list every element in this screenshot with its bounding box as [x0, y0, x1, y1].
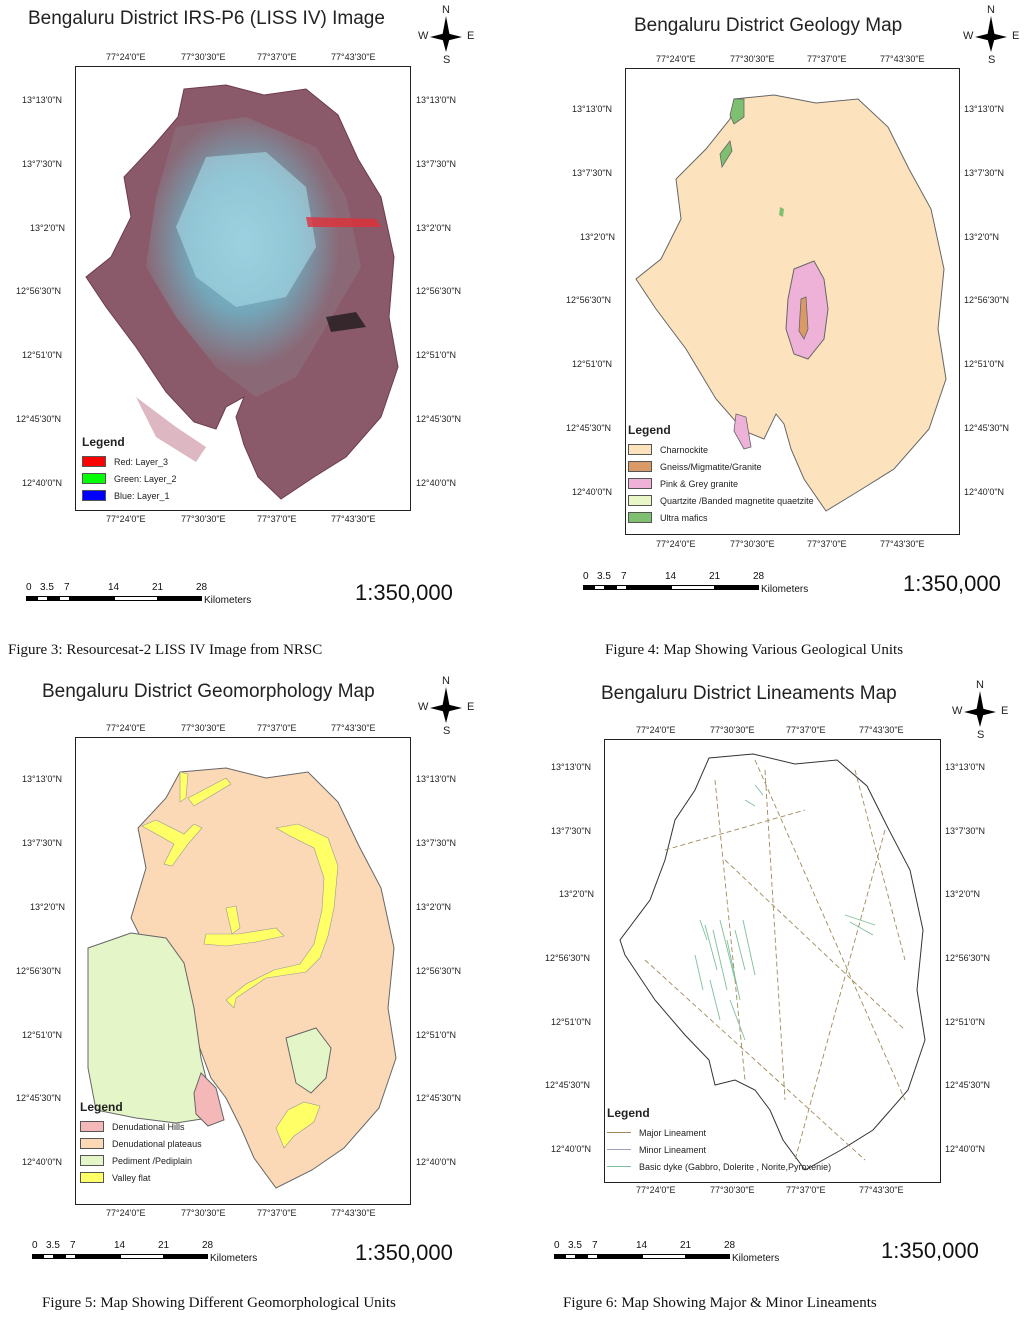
scale-ratio: 1:350,000 — [881, 1238, 979, 1263]
legend-item: Gneiss/Migmatite/Granite — [628, 458, 814, 475]
scale-ratio: 1:350,000 — [903, 571, 1001, 596]
legend-item: Basic dyke (Gabbro, Dolerite , Norite,Py… — [607, 1158, 831, 1175]
map-frame: Legend Red: Layer_3 Green: Layer_2 Blue:… — [75, 66, 411, 511]
legend-item: Pediment /Pediplain — [80, 1152, 202, 1169]
legend-item: Denudational Hills — [80, 1118, 202, 1135]
scale-bar: 0 3.5 7 14 21 28 Kilometers — [32, 1240, 258, 1264]
north-arrow-icon: N W E S — [963, 4, 1020, 66]
scale-bar: 0 3.5 7 14 21 28 Kilometers — [583, 571, 809, 595]
legend-item: Blue: Layer_1 — [82, 487, 177, 504]
scale-bar: 0 3.5 7 14 21 28 Kilometers — [554, 1240, 780, 1264]
lineaments-map — [619, 753, 926, 1171]
legend-item: Green: Layer_2 — [82, 470, 177, 487]
geology-map — [635, 94, 947, 512]
figure-caption: Figure 6: Map Showing Major & Minor Line… — [563, 1295, 877, 1311]
north-arrow-icon: N W E S — [418, 4, 475, 66]
legend-item: Pink & Grey granite — [628, 475, 814, 492]
scale-bar: 0 3.5 7 14 21 28 Kilometers — [26, 582, 252, 606]
legend-item: Valley flat — [80, 1169, 202, 1186]
legend-item: Minor Lineament — [607, 1141, 831, 1158]
legend-item: Charnockite — [628, 441, 814, 458]
legend-item: Quartzite /Banded magnetite quaetzite — [628, 492, 814, 509]
legend-item: Denudational plateaus — [80, 1135, 202, 1152]
map-frame: Legend Major Lineament Minor Lineament B… — [604, 739, 941, 1183]
liss-image — [85, 84, 399, 500]
figure-caption: Figure 5: Map Showing Different Geomorph… — [42, 1295, 396, 1311]
map-frame: Legend Charnockite Gneiss/Migmatite/Gran… — [625, 68, 960, 535]
legend-item: Major Lineament — [607, 1124, 831, 1141]
map-frame: Legend Denudational Hills Denudational p… — [75, 737, 411, 1205]
geomorphology-map — [87, 767, 397, 1189]
legend: Legend Charnockite Gneiss/Migmatite/Gran… — [628, 423, 814, 526]
scale-ratio: 1:350,000 — [355, 1240, 453, 1265]
map-title: Bengaluru District Geology Map — [634, 15, 903, 36]
north-arrow-icon: N W E S — [952, 679, 1009, 741]
legend: Legend Major Lineament Minor Lineament B… — [607, 1106, 831, 1175]
legend: Legend Red: Layer_3 Green: Layer_2 Blue:… — [82, 435, 177, 504]
north-arrow-icon: N W E S — [418, 675, 475, 737]
map-title: Bengaluru District IRS-P6 (LISS IV) Imag… — [28, 8, 385, 29]
legend-item: Red: Layer_3 — [82, 453, 177, 470]
map-title: Bengaluru District Lineaments Map — [601, 683, 897, 704]
figure-caption: Figure 4: Map Showing Various Geological… — [605, 642, 904, 658]
scale-ratio: 1:350,000 — [355, 580, 453, 605]
legend-item: Ultra mafics — [628, 509, 814, 526]
figure-caption: Figure 3: Resourcesat-2 LISS IV Image fr… — [8, 642, 323, 658]
map-title: Bengaluru District Geomorphology Map — [42, 681, 375, 702]
legend: Legend Denudational Hills Denudational p… — [80, 1100, 202, 1186]
